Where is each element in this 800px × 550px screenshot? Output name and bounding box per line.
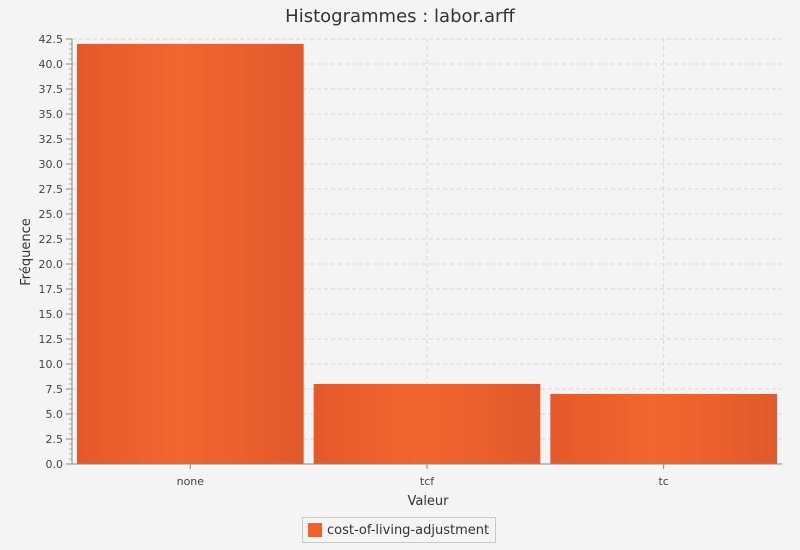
legend-label: cost-of-living-adjustment	[327, 522, 490, 538]
bars	[77, 44, 777, 464]
x-tick-label: tc	[658, 475, 668, 488]
y-tick-label: 12.5	[39, 333, 64, 346]
x-tick-label: none	[177, 475, 205, 488]
x-axis-label: Valeur	[407, 494, 449, 509]
y-tick-label: 32.5	[39, 133, 64, 146]
y-tick-label: 22.5	[39, 233, 64, 246]
x-tick-label: tcf	[420, 475, 435, 488]
y-tick-label: 42.5	[39, 33, 64, 46]
bar-none	[77, 44, 304, 464]
legend-swatch	[308, 523, 322, 537]
legend: cost-of-living-adjustment	[302, 517, 497, 543]
y-tick-label: 0.0	[46, 458, 64, 471]
y-axis-label: Fréquence	[19, 218, 34, 285]
y-tick-label: 30.0	[39, 158, 64, 171]
y-tick-label: 20.0	[39, 258, 64, 271]
axes: 0.0 2.5 5.0 7.5 10.0 12.5 15.0 17.5 20.0 22.5 25.0…	[39, 33, 782, 488]
bar-tc	[550, 394, 777, 464]
y-tick-label: 17.5	[39, 283, 64, 296]
y-tick-label: 27.5	[39, 183, 64, 196]
bar-tcf	[313, 384, 541, 464]
y-tick-label: 5.0	[46, 408, 64, 421]
y-tick-label: 15.0	[39, 308, 64, 321]
y-tick-label: 25.0	[39, 208, 64, 221]
y-tick-label: 10.0	[39, 358, 64, 371]
y-tick-label: 35.0	[39, 108, 64, 121]
y-tick-label: 7.5	[46, 383, 64, 396]
y-tick-label: 37.5	[39, 83, 64, 96]
y-tick-label: 40.0	[39, 58, 64, 71]
chart-title: Histogrammes : labor.arff	[285, 6, 515, 27]
y-tick-label: 2.5	[46, 433, 64, 446]
